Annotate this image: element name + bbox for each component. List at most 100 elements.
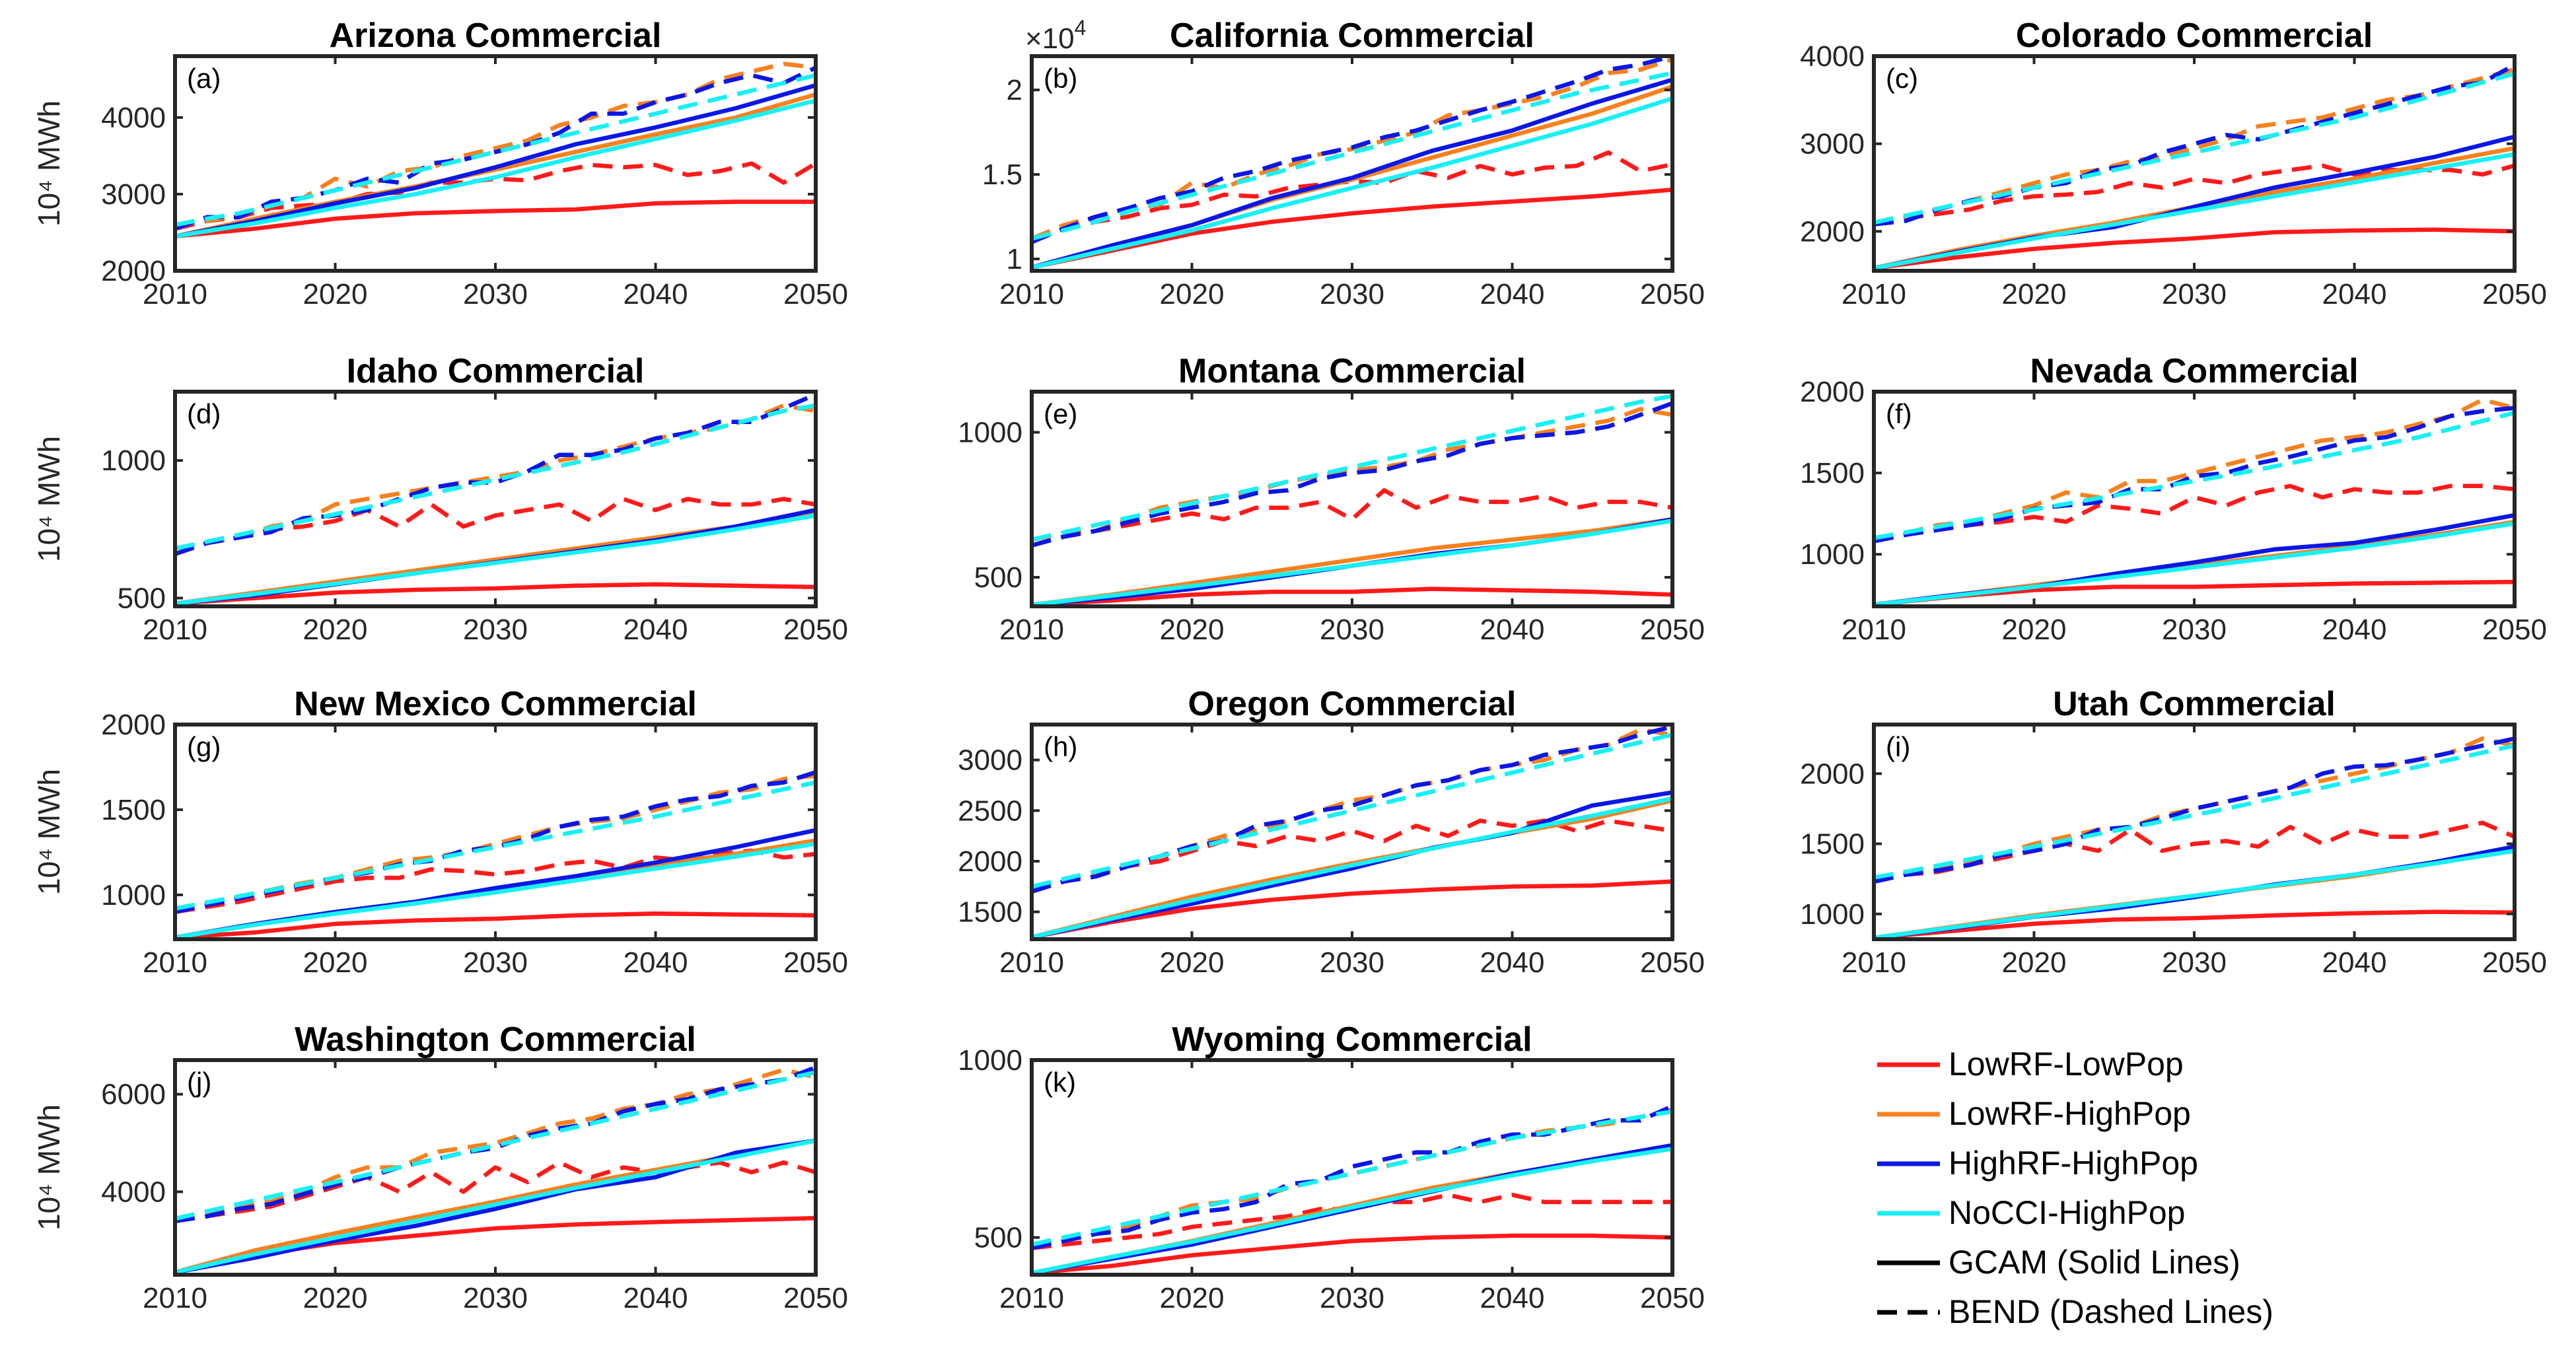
- x-tick-label: 2010: [999, 1282, 1064, 1314]
- y-tick-label: 1000: [1800, 538, 1865, 571]
- panel-idaho-commercial: Idaho Commercial 2010 2020 2030 2040 2050 500 1…: [32, 352, 848, 646]
- y-tick-label: 1000: [101, 445, 166, 477]
- panel-label: (k): [1044, 1067, 1076, 1098]
- gcam-nocci-highpop-line: [1032, 96, 1672, 270]
- x-tick-label: 2020: [303, 614, 368, 646]
- x-tick-label: 2050: [2482, 614, 2547, 646]
- bend-highrf-highpop-line: [1874, 736, 2515, 884]
- x-tick-label: 2040: [624, 946, 688, 979]
- legend-label: HighRF-HighPop: [1949, 1145, 2198, 1182]
- gcam-nocci-highpop-line: [175, 841, 816, 939]
- y-tick-label: 4000: [1800, 40, 1865, 73]
- y-tick-label: 1500: [101, 794, 166, 826]
- x-tick-label: 2010: [1842, 278, 1906, 310]
- panel-title: New Mexico Commercial: [294, 685, 697, 723]
- gcam-lowrf-lowpop-line: [175, 582, 816, 606]
- panel-title: Nevada Commercial: [2030, 352, 2358, 390]
- series-group: [1032, 1104, 1672, 1275]
- panel-title: Utah Commercial: [2053, 685, 2336, 723]
- x-tick-label: 2050: [783, 1282, 848, 1314]
- x-tick-label: 2010: [143, 946, 207, 979]
- x-tick-label: 2050: [1640, 614, 1705, 646]
- legend-label: GCAM (Solid Lines): [1949, 1244, 2240, 1281]
- x-tick-label: 2030: [463, 614, 528, 646]
- x-tick-label: 2010: [999, 278, 1064, 310]
- series-group: [1874, 736, 2515, 939]
- y-tick-label: 2: [1007, 74, 1022, 106]
- bend-nocci-highpop-line: [175, 403, 816, 551]
- bend-lowrf-lowpop-line: [175, 848, 816, 914]
- y-axis-label: 10⁴ MWh: [32, 769, 66, 895]
- bend-lowrf-lowpop-line: [1032, 488, 1672, 548]
- y-tick-label: 1000: [1800, 898, 1865, 931]
- panel-label: (j): [187, 1067, 211, 1098]
- y-tick-label: 2500: [958, 795, 1022, 827]
- gcam-nocci-highpop-line: [1874, 848, 2515, 939]
- bend-nocci-highpop-line: [1032, 71, 1672, 241]
- y-tick-label: 2000: [101, 709, 166, 741]
- gcam-lowrf-lowpop-line: [1032, 879, 1672, 939]
- x-tick-label: 2010: [143, 1282, 207, 1314]
- axes-box: [1872, 723, 2517, 941]
- bend-highrf-highpop-line: [175, 65, 816, 231]
- x-tick-label: 2040: [1480, 278, 1545, 310]
- bend-nocci-highpop-line: [1032, 732, 1672, 889]
- x-tick-label: 2030: [1320, 614, 1384, 646]
- gcam-nocci-highpop-line: [175, 1138, 816, 1275]
- bend-lowrf-highpop-line: [1874, 398, 2515, 540]
- panel-label: (c): [1886, 63, 1918, 94]
- y-axis-exponent: ×104: [1025, 16, 1086, 55]
- x-tick-label: 2010: [1842, 614, 1906, 646]
- x-tick-label: 2020: [303, 278, 368, 310]
- panel-label: (g): [187, 731, 221, 762]
- series-group: [175, 770, 816, 939]
- x-tick-label: 2040: [2322, 614, 2387, 646]
- x-tick-label: 2040: [2322, 946, 2387, 979]
- bend-nocci-highpop-line: [175, 73, 816, 227]
- x-tick-label: 2030: [463, 278, 528, 310]
- bend-highrf-highpop-line: [1032, 1104, 1672, 1250]
- axes-box: [173, 54, 818, 273]
- x-tick-label: 2030: [2162, 278, 2227, 310]
- bend-highrf-highpop-line: [1032, 401, 1672, 548]
- axes-box: [1030, 54, 1674, 273]
- y-tick-label: 1000: [958, 1044, 1022, 1077]
- y-tick-label: 2000: [1800, 215, 1865, 248]
- panel-wyoming-commercial: Wyoming Commercial 2010 2020 2030 2040 2050 50…: [958, 1020, 1705, 1314]
- x-tick-label: 2020: [2002, 278, 2067, 310]
- bend-nocci-highpop-line: [175, 780, 816, 911]
- axes-box: [173, 723, 818, 941]
- panel-title: Montana Commercial: [1178, 352, 1526, 390]
- x-tick-label: 2050: [1640, 946, 1705, 979]
- gcam-nocci-highpop-line: [1874, 152, 2515, 271]
- gcam-lowrf-lowpop-line: [175, 199, 816, 239]
- panel-title: Colorado Commercial: [2016, 17, 2373, 55]
- panel-oregon-commercial: Oregon Commercial 2010 2020 2030 2040 2050 150…: [958, 685, 1705, 979]
- gcam-lowrf-lowpop-line: [1874, 227, 2515, 271]
- y-tick-label: 500: [118, 583, 166, 615]
- series-group: [1874, 63, 2515, 271]
- gcam-nocci-highpop-line: [175, 98, 816, 239]
- x-tick-label: 2040: [1480, 614, 1545, 646]
- bend-lowrf-lowpop-line: [175, 1160, 816, 1224]
- x-tick-label: 2010: [999, 614, 1064, 646]
- bend-lowrf-lowpop-line: [1032, 818, 1672, 894]
- gcam-lowrf-lowpop-line: [1032, 187, 1672, 270]
- legend-label: LowRF-LowPop: [1949, 1046, 2184, 1083]
- bend-nocci-highpop-line: [1874, 410, 2515, 540]
- bend-lowrf-lowpop-line: [1874, 820, 2515, 884]
- x-tick-label: 2050: [2482, 278, 2547, 310]
- series-group: [175, 61, 816, 239]
- axes-box: [1030, 390, 1674, 608]
- gcam-nocci-highpop-line: [175, 513, 816, 606]
- x-tick-label: 2050: [2482, 946, 2547, 979]
- gcam-highrf-highpop-line: [1874, 513, 2515, 606]
- x-tick-label: 2020: [1160, 614, 1225, 646]
- y-axis-label: 10⁴ MWh: [32, 1104, 66, 1230]
- panel-arizona-commercial: Arizona Commercial 2010 2020 2030 2040 2050 20…: [32, 17, 848, 310]
- x-tick-label: 2020: [303, 1282, 368, 1314]
- legend-label: BEND (Dashed Lines): [1949, 1293, 2273, 1330]
- panel-washington-commercial: Washington Commercial 2010 2020 2030 2040 205…: [32, 1020, 848, 1314]
- x-tick-label: 2020: [1160, 946, 1225, 979]
- gcam-nocci-highpop-line: [1032, 796, 1672, 939]
